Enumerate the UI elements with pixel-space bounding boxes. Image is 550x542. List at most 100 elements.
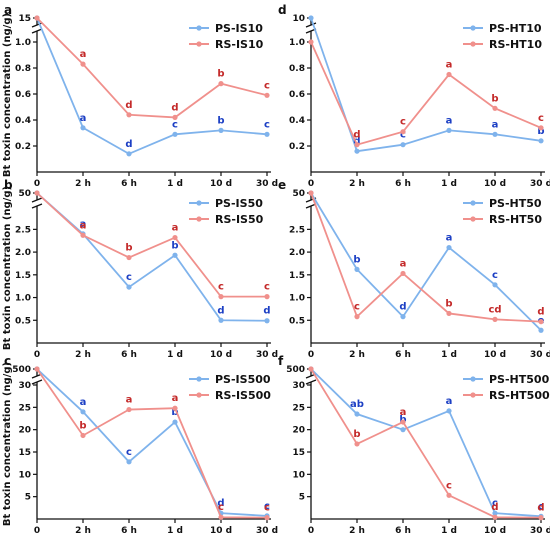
data-point bbox=[264, 318, 270, 324]
data-point bbox=[34, 366, 40, 372]
data-point bbox=[354, 142, 360, 148]
x-tick-label: 0 bbox=[34, 526, 40, 536]
y-tick-label: 0.6 bbox=[15, 90, 31, 100]
significance-letter: a bbox=[80, 219, 87, 230]
legend-marker bbox=[196, 216, 202, 222]
x-tick-label: 30 d bbox=[256, 526, 278, 536]
significance-letter: d bbox=[537, 307, 544, 318]
data-point bbox=[492, 131, 498, 137]
data-point bbox=[308, 190, 314, 196]
y-tick-label: 0.6 bbox=[289, 90, 305, 100]
significance-letter: b bbox=[125, 243, 132, 254]
y-tick-label: 20 bbox=[18, 426, 31, 436]
data-point bbox=[492, 282, 498, 288]
data-point bbox=[354, 411, 360, 417]
data-point bbox=[446, 244, 452, 251]
legend-marker bbox=[470, 376, 476, 382]
significance-letter: a bbox=[80, 397, 87, 408]
significance-letter: a bbox=[492, 119, 499, 130]
panel-c: c 5 10 15 20 25 30 500 0 2 h 6 h 1 d 10 d 30 d Bt toxi… bbox=[2, 354, 278, 536]
data-point bbox=[172, 131, 178, 137]
x-tick-label: 1 d bbox=[167, 350, 183, 360]
data-point bbox=[34, 190, 40, 196]
significance-letter: d bbox=[399, 302, 406, 313]
significance-letter: a bbox=[172, 393, 179, 404]
y-tick-label: 10 bbox=[292, 14, 305, 24]
x-tick-label: 6 h bbox=[121, 526, 137, 536]
significance-letter: a bbox=[446, 60, 453, 71]
significance-letter: d bbox=[217, 498, 224, 509]
significance-letter: c bbox=[264, 282, 270, 293]
legend-marker bbox=[470, 25, 476, 31]
significance-letter: c bbox=[492, 498, 498, 509]
legend-entry: PS-HT50 bbox=[489, 197, 542, 210]
y-axis-label: Bt toxin concentration (ng/g) bbox=[2, 362, 13, 526]
y-tick-label: 10 bbox=[292, 470, 305, 480]
data-point bbox=[400, 142, 406, 148]
x-tick-label: 10 d bbox=[210, 350, 232, 360]
x-tick-label: 1 d bbox=[441, 350, 457, 360]
data-point bbox=[538, 125, 544, 131]
series-PS-HT10: d c a a b bbox=[308, 15, 545, 154]
series-line bbox=[310, 368, 542, 519]
significance-letter: b bbox=[491, 93, 498, 104]
significance-letter: b bbox=[445, 298, 452, 309]
data-point bbox=[354, 314, 360, 320]
x-tick-label: 30 d bbox=[256, 179, 278, 189]
data-point bbox=[218, 127, 224, 133]
significance-letter: d bbox=[125, 100, 132, 111]
significance-letter: c bbox=[126, 272, 132, 283]
series-line bbox=[36, 17, 268, 119]
significance-letter: a bbox=[446, 115, 453, 126]
x-tick-label: 0 bbox=[308, 526, 314, 536]
y-tick-label: 0.2 bbox=[289, 142, 305, 152]
legend-marker bbox=[470, 200, 476, 206]
y-tick-label: 50 bbox=[292, 189, 305, 199]
panel-label: f bbox=[278, 354, 284, 368]
x-tick-label: 30 d bbox=[530, 179, 550, 189]
x-tick-label: 6 h bbox=[395, 526, 411, 536]
significance-letter: c bbox=[400, 130, 406, 141]
significance-letter: b bbox=[171, 240, 178, 251]
x-tick-label: 30 d bbox=[256, 350, 278, 360]
y-tick-label: 0.5 bbox=[289, 316, 305, 326]
legend-entry: RS-HT10 bbox=[489, 38, 542, 51]
data-point bbox=[172, 252, 178, 258]
data-point bbox=[400, 427, 406, 433]
series-line bbox=[310, 192, 542, 331]
data-point bbox=[354, 266, 360, 272]
significance-letter: b bbox=[217, 69, 224, 80]
data-point bbox=[538, 515, 544, 521]
significance-letter: a bbox=[446, 233, 453, 244]
data-point bbox=[172, 405, 178, 411]
data-point bbox=[126, 254, 132, 261]
significance-letter: cd bbox=[488, 304, 501, 315]
axis-break-mark bbox=[305, 379, 317, 385]
x-tick-label: 1 d bbox=[441, 179, 457, 189]
y-tick-label: 0.4 bbox=[15, 116, 31, 126]
y-tick-label: 25 bbox=[18, 403, 31, 413]
significance-letter: a bbox=[80, 220, 87, 231]
y-tick-label: 1.0 bbox=[289, 38, 305, 48]
series-PS-IS10: adc b c bbox=[34, 15, 270, 157]
y-tick-label: 1.0 bbox=[289, 294, 305, 304]
legend-marker bbox=[196, 376, 202, 382]
data-point bbox=[80, 232, 86, 238]
significance-letter: a bbox=[80, 113, 87, 124]
data-point bbox=[538, 319, 544, 325]
x-tick-label: 6 h bbox=[395, 350, 411, 360]
panel-label: b bbox=[4, 178, 13, 192]
data-point bbox=[492, 316, 498, 322]
y-tick-label: 50 bbox=[18, 189, 31, 199]
significance-letter: c bbox=[446, 480, 452, 491]
significance-letter: b bbox=[217, 115, 224, 126]
data-point bbox=[172, 234, 178, 241]
data-point bbox=[400, 129, 406, 135]
y-tick-label: 2.5 bbox=[15, 225, 31, 235]
significance-letter: c bbox=[400, 117, 406, 128]
